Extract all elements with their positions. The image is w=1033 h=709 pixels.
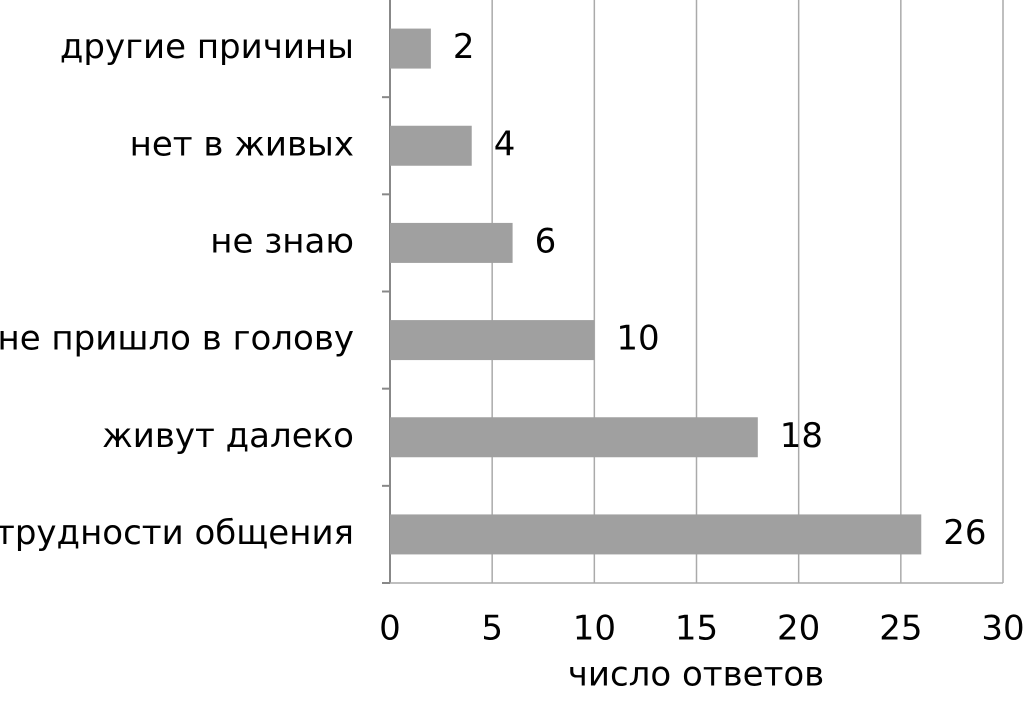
bar <box>390 320 595 361</box>
x-tick-label: 5 <box>481 609 503 649</box>
bar <box>390 417 758 458</box>
data-label: 18 <box>780 416 823 456</box>
data-label: 26 <box>943 513 986 553</box>
y-tick-label: трудности общения <box>0 513 354 553</box>
x-axis-title: число ответов <box>568 655 824 695</box>
x-tick-label: 10 <box>573 609 616 649</box>
x-tick-label: 15 <box>675 609 718 649</box>
x-tick-label: 0 <box>379 609 401 649</box>
data-label: 10 <box>616 319 659 359</box>
y-tick-label: не пришло в голову <box>0 319 354 359</box>
y-tick-label: живут далеко <box>102 416 354 456</box>
y-tick-label: нет в живых <box>130 124 354 164</box>
bar <box>390 125 472 166</box>
bar <box>390 222 513 263</box>
data-label: 6 <box>535 221 557 261</box>
data-label: 4 <box>494 124 516 164</box>
bar <box>390 28 431 69</box>
data-label: 2 <box>453 27 475 67</box>
y-tick-label: не знаю <box>210 221 354 261</box>
x-tick-label: 25 <box>879 609 922 649</box>
x-tick-label: 20 <box>777 609 820 649</box>
bar <box>390 514 922 555</box>
y-tick-label: другие причины <box>60 27 354 67</box>
x-tick-label: 30 <box>981 609 1024 649</box>
